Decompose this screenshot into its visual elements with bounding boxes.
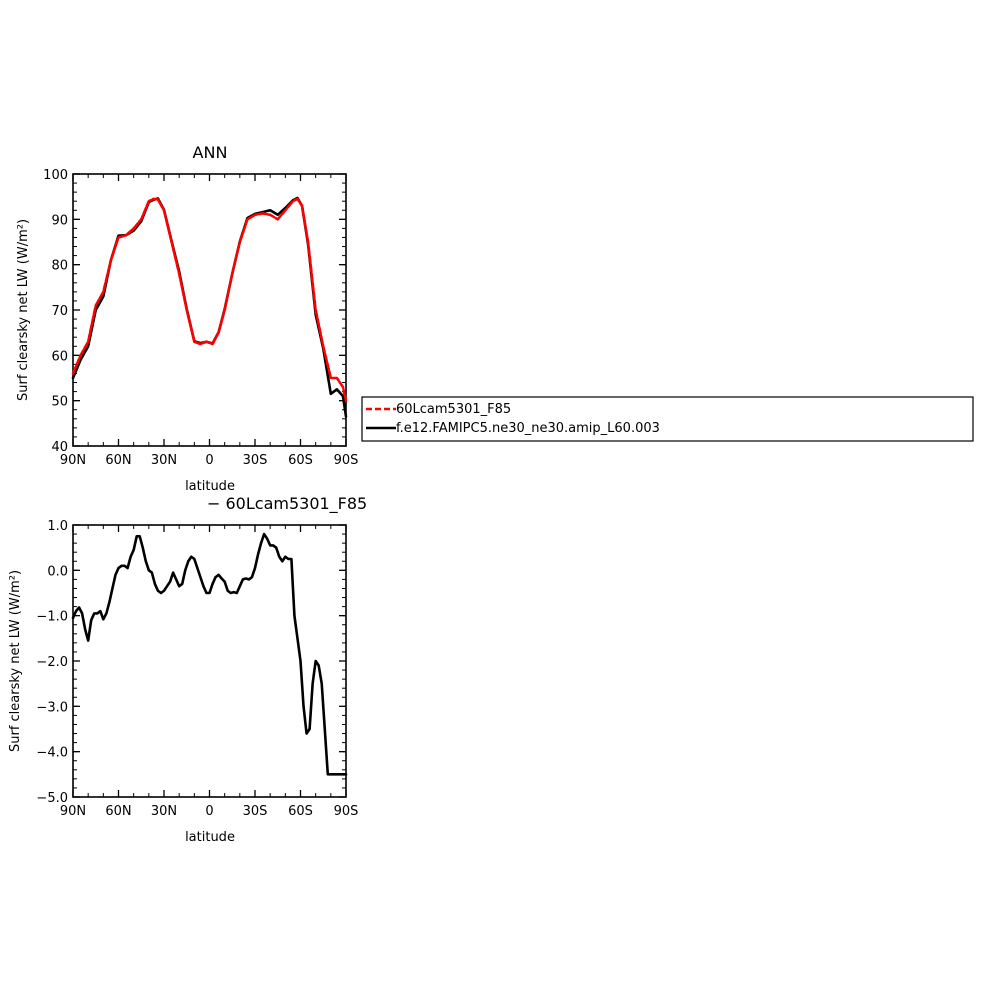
bottom-x-tick-label: 90N (60, 804, 86, 819)
bottom-y-tick-label: −3.0 (36, 700, 68, 715)
bottom-series-group (71, 532, 348, 776)
top-y-tick-label: 60 (51, 349, 68, 364)
bottom-y-tick-label: −1.0 (36, 610, 68, 625)
bottom-x-tick-label: 30S (243, 804, 268, 819)
top-x-axis-label: latitude (185, 479, 235, 494)
legend-label-0: 60Lcam5301_F85 (396, 402, 511, 417)
bottom-x-tick-label: 30N (151, 804, 177, 819)
bottom-y-tick-label: −2.0 (36, 655, 68, 670)
bottom-chart-title: − 60Lcam5301_F85 (207, 494, 367, 514)
top-chart-panel: ANN 90N 60N 30N 0 30S 60S 90S 100 90 80 70 60 50 40 l… (16, 143, 358, 494)
top-chart-title: ANN (193, 143, 228, 162)
top-series-group (71, 196, 348, 418)
legend: 60Lcam5301_F85 f.e12.FAMIPC5.ne30_ne30.a… (361, 396, 974, 442)
bottom-y-tick-label: −5.0 (36, 791, 68, 806)
bottom-chart-panel: − 60Lcam5301_F85 90N 60N 30N 0 30S 60S 90S 1.0 0… (8, 494, 367, 845)
bottom-x-tick-label: 0 (205, 804, 213, 819)
top-y-tick-label: 70 (51, 304, 68, 319)
top-x-tick-label: 60N (105, 453, 131, 468)
top-axis-ticks: 90N 60N 30N 0 30S 60S 90S 100 90 80 70 60 50 40 (43, 168, 358, 468)
bottom-x-tick-label: 90S (334, 804, 359, 819)
bottom-plot-frame (72, 524, 347, 798)
top-plot-frame (72, 173, 347, 447)
bottom-y-tick-label: 1.0 (47, 519, 68, 534)
top-x-tick-label: 0 (205, 453, 213, 468)
top-y-tick-label: 50 (51, 395, 68, 410)
top-y-tick-label: 40 (51, 440, 68, 455)
bottom-x-tick-label: 60N (105, 804, 131, 819)
bottom-series-line-0 (71, 532, 348, 776)
legend-label-1: f.e12.FAMIPC5.ne30_ne30.amip_L60.003 (396, 421, 660, 436)
top-y-tick-label: 100 (43, 168, 68, 183)
bottom-x-axis-label: latitude (185, 830, 235, 845)
bottom-x-tick-label: 60S (288, 804, 313, 819)
bottom-y-tick-label: 0.0 (47, 564, 68, 579)
bottom-axis-ticks: 90N 60N 30N 0 30S 60S 90S 1.0 0.0 −1.0 −2.0 −3.0 −4.… (36, 519, 358, 819)
top-y-tick-label: 90 (51, 213, 68, 228)
top-y-tick-label: 80 (51, 259, 68, 274)
top-series-line-0 (71, 197, 348, 402)
bottom-y-tick-label: −4.0 (36, 746, 68, 761)
top-x-tick-label: 60S (288, 453, 313, 468)
legend-box (361, 396, 974, 442)
top-x-tick-label: 30S (243, 453, 268, 468)
top-x-tick-label: 30N (151, 453, 177, 468)
top-x-tick-label: 90N (60, 453, 86, 468)
top-y-axis-label: Surf clearsky net LW (W/m²) (16, 219, 31, 401)
bottom-y-axis-label: Surf clearsky net LW (W/m²) (8, 570, 23, 752)
top-x-tick-label: 90S (334, 453, 359, 468)
